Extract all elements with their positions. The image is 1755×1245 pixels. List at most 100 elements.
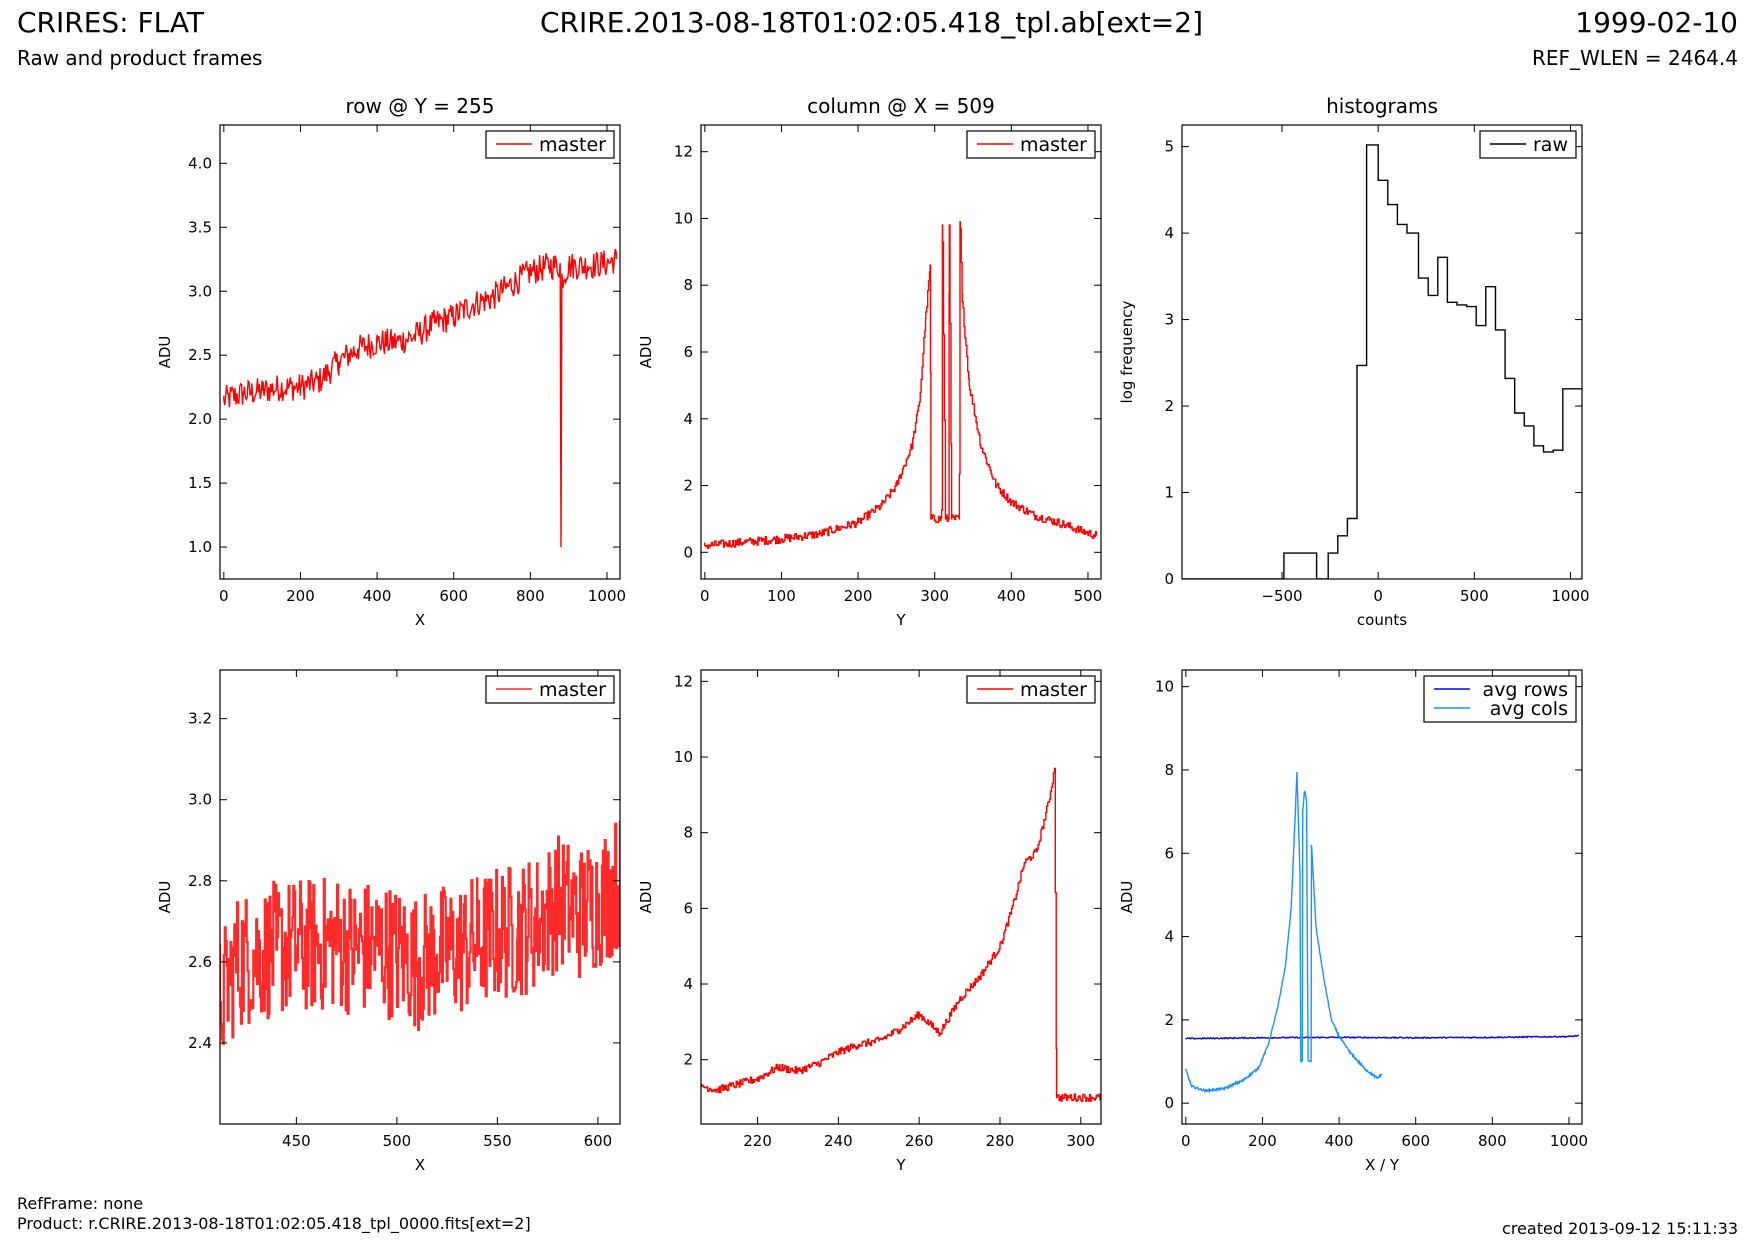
file-name-title: CRIRE.2013-08-18T01:02:05.418_tpl.ab[ext…: [540, 6, 1204, 39]
y-tick-label: 8: [683, 824, 693, 842]
series-line-avg-rows: [1185, 1034, 1579, 1040]
legend-box: [1423, 675, 1577, 723]
x-tick-label: 0: [1373, 587, 1383, 605]
x-axis-label: counts: [1357, 611, 1407, 629]
y-tick-label: 12: [674, 143, 693, 161]
y-tick-label: 2.0: [188, 410, 212, 428]
axes-frame: [219, 124, 621, 580]
x-tick-label: 300: [920, 587, 949, 605]
ref-frame-label: RefFrame: none: [17, 1194, 144, 1213]
y-tick-label: 1.5: [188, 474, 212, 492]
axes-frame: [700, 124, 1102, 580]
y-tick-label: 4: [683, 975, 693, 993]
y-tick-label: 2.8: [188, 872, 212, 890]
y-tick-label: 4.0: [188, 154, 212, 172]
figure-subtitle: Raw and product frames: [17, 46, 263, 70]
x-tick-label: 800: [1478, 1132, 1507, 1150]
legend: raw: [1479, 130, 1577, 159]
legend-entry: raw: [1533, 134, 1568, 156]
x-tick-label: 800: [516, 587, 545, 605]
x-tick-label: 600: [584, 1132, 613, 1150]
x-tick-label: 0: [219, 587, 229, 605]
chart-panel-4: 450 500 550 600 2.4 2.6 2.8 3.0 3.2 X ADU master: [156, 669, 621, 1174]
y-tick-label: 2.4: [188, 1034, 212, 1052]
y-tick-label: 0: [683, 543, 693, 561]
x-tick-label: 280: [986, 1132, 1015, 1150]
x-tick-label: 100: [767, 587, 796, 605]
y-tick-label: 4: [683, 410, 693, 428]
series-line-master: [704, 221, 1098, 550]
y-axis-label: ADU: [156, 336, 174, 369]
x-tick-label: 500: [1074, 587, 1103, 605]
x-tick-label: 240: [824, 1132, 853, 1150]
y-tick-label: 3.2: [188, 710, 212, 728]
legend-entry: master: [1020, 134, 1087, 156]
legend-entry: avg cols: [1490, 698, 1568, 720]
y-tick-label: 12: [674, 672, 693, 690]
x-tick-label: 1000: [588, 587, 626, 605]
chart-panel-6: 0 200 400 600 800 1000 0 2 4 6 8 10 X / Y ADU avg rows…: [1118, 669, 1588, 1174]
figure-title: CRIRES: FLAT: [17, 6, 204, 39]
legend-entry: master: [539, 679, 606, 701]
legend: master: [485, 675, 615, 704]
x-tick-label: 200: [844, 587, 873, 605]
axes-frame: [1181, 669, 1583, 1125]
series-line-avg-cols: [1185, 771, 1383, 1095]
y-tick-label: 10: [1155, 678, 1174, 696]
x-tick-label: 600: [439, 587, 468, 605]
y-tick-label: 1.0: [188, 538, 212, 556]
x-tick-label: 600: [1401, 1132, 1430, 1150]
series-line-raw: [1182, 144, 1582, 579]
y-tick-label: 10: [674, 209, 693, 227]
x-axis-label: Y: [895, 611, 906, 629]
x-axis-label: X: [415, 1156, 425, 1174]
x-tick-label: 200: [1248, 1132, 1277, 1150]
y-axis-label: ADU: [1118, 881, 1136, 914]
created-timestamp: created 2013-09-12 15:11:33: [1502, 1219, 1738, 1238]
x-axis-label: X / Y: [1365, 1156, 1400, 1174]
legend: master: [485, 130, 615, 159]
x-tick-label: 450: [282, 1132, 311, 1150]
axes-frame: [1181, 124, 1583, 580]
x-tick-label: 300: [1066, 1132, 1095, 1150]
y-axis-label: log frequency: [1118, 300, 1136, 403]
date-label: 1999-02-10: [1575, 6, 1738, 39]
x-tick-label: 500: [383, 1132, 412, 1150]
y-tick-label: 8: [1164, 761, 1174, 779]
x-tick-label: 0: [700, 587, 710, 605]
x-tick-label: 550: [483, 1132, 512, 1150]
y-tick-label: 0: [1164, 570, 1174, 588]
x-tick-label: 400: [997, 587, 1026, 605]
y-tick-label: 2: [1164, 1011, 1174, 1029]
y-tick-label: 2.6: [188, 953, 212, 971]
series-line-master: [701, 767, 1101, 1102]
y-tick-label: 5: [1164, 138, 1174, 156]
y-tick-label: 3.5: [188, 218, 212, 236]
y-tick-label: 3.0: [188, 791, 212, 809]
ref-wlen-label: REF_WLEN = 2464.4: [1531, 46, 1738, 70]
chart-title: column @ X = 509: [807, 94, 995, 118]
chart-panel-5: 220 240 260 280 300 2 4 6 8 10 12 Y ADU master: [637, 669, 1102, 1174]
y-tick-label: 0: [1164, 1094, 1174, 1112]
chart-title: histograms: [1326, 94, 1438, 118]
y-axis-label: ADU: [637, 881, 655, 914]
y-tick-label: 10: [674, 748, 693, 766]
product-label: Product: r.CRIRE.2013-08-18T01:02:05.418…: [17, 1214, 531, 1233]
y-tick-label: 1: [1164, 484, 1174, 502]
x-tick-label: 1000: [1551, 587, 1589, 605]
series-line-master: [220, 820, 620, 1045]
series-line-master: [223, 248, 617, 548]
y-tick-label: 3.0: [188, 282, 212, 300]
y-tick-label: 4: [1164, 928, 1174, 946]
x-tick-label: 500: [1460, 587, 1489, 605]
x-axis-label: X: [415, 611, 425, 629]
legend: master: [966, 675, 1096, 704]
chart-panel-1: 0 200 400 600 800 1000 1.0 1.5 2.0 2.5 3.0 3.5 4.0 X A…: [156, 94, 626, 629]
y-axis-label: ADU: [637, 336, 655, 369]
legend-entry: avg rows: [1483, 679, 1568, 701]
y-tick-label: 3: [1164, 311, 1174, 329]
y-tick-label: 2: [1164, 397, 1174, 415]
x-tick-label: 260: [905, 1132, 934, 1150]
